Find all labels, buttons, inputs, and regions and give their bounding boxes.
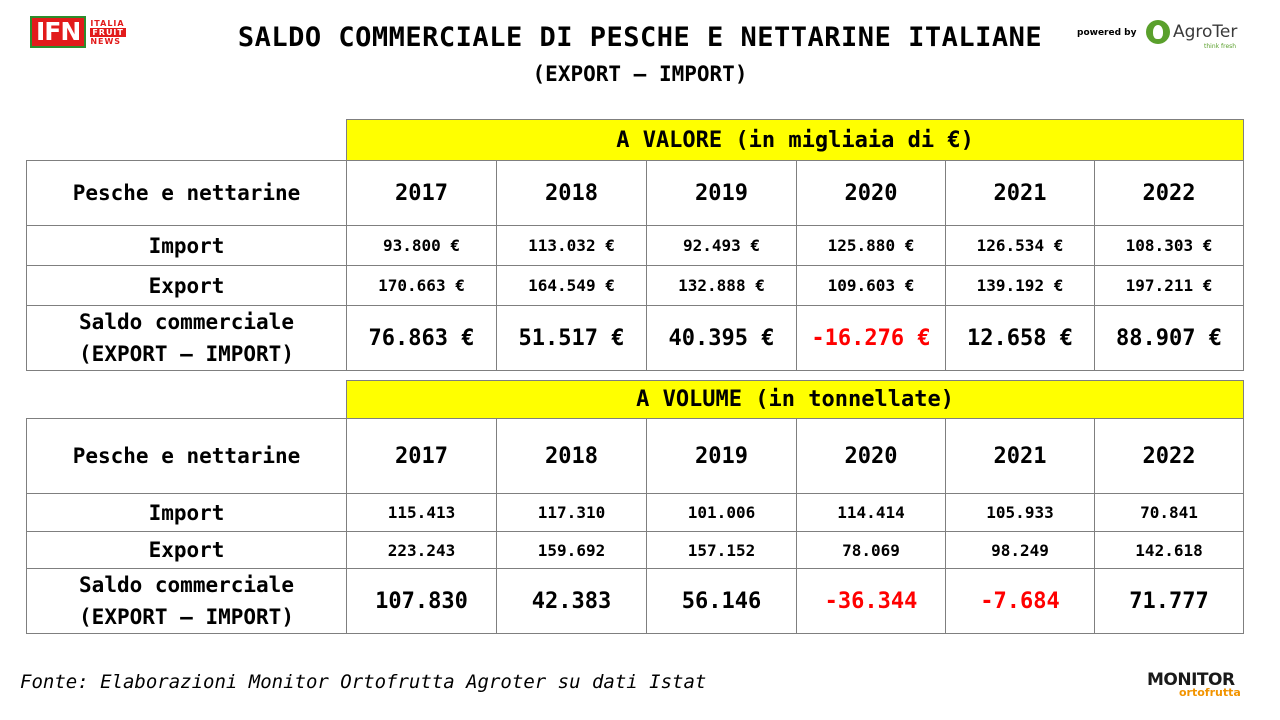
import-value: 92.493 € (646, 225, 797, 266)
agroter-logo: AgroTer think fresh (1146, 20, 1238, 50)
agroter-logo-name: AgroTer (1173, 22, 1238, 42)
export-value: 164.549 € (496, 265, 647, 306)
saldo-label-line2: (EXPORT – IMPORT) (79, 342, 294, 366)
import-value: 126.534 € (945, 225, 1095, 266)
export-value: 132.888 € (646, 265, 797, 306)
row-header-label: Pesche e nettarine (26, 160, 347, 226)
saldo-value: 71.777 (1093, 568, 1245, 634)
export-value: 109.603 € (796, 265, 946, 306)
year-header: 2022 (1093, 418, 1245, 494)
row-header-label: Pesche e nettarine (26, 418, 347, 494)
year-header: 2022 (1093, 160, 1245, 226)
export-value: 142.618 (1093, 531, 1245, 569)
import-value: 117.310 (496, 493, 647, 532)
saldo-value-negative: -7.684 (945, 568, 1095, 634)
saldo-value-negative: -16.276 € (796, 305, 946, 371)
ifn-logo-line1: ITALIA (90, 18, 125, 28)
ifn-logo-words: ITALIA FRUIT NEWS (90, 19, 126, 46)
agroter-logo-tagline: think fresh (1204, 43, 1237, 50)
import-value: 70.841 (1093, 493, 1245, 532)
monitor-logo-line1: MONITOR (1147, 670, 1235, 690)
ifn-logo: IFN ITALIA FRUIT NEWS (30, 16, 126, 48)
monitor-ortofrutta-logo: MONITOR ortofrutta (1147, 670, 1241, 699)
import-value: 113.032 € (496, 225, 647, 266)
import-value: 115.413 (346, 493, 497, 532)
section-title-value: A VALORE (in migliaia di €) (345, 119, 1245, 161)
year-header: 2019 (646, 160, 797, 226)
export-value: 139.192 € (945, 265, 1095, 306)
year-header: 2017 (346, 418, 497, 494)
export-value: 98.249 (945, 531, 1095, 569)
table-corner-blank (26, 380, 347, 419)
saldo-label-line1: Saldo commerciale (79, 310, 294, 334)
value-table: A VALORE (in migliaia di €) Pesche e net… (26, 119, 1245, 371)
import-value: 105.933 (945, 493, 1095, 532)
agroter-leaf-icon (1146, 20, 1170, 44)
saldo-value: 40.395 € (646, 305, 797, 371)
export-value: 78.069 (796, 531, 946, 569)
year-header: 2018 (496, 160, 647, 226)
page-subtitle: (EXPORT – IMPORT) (532, 62, 748, 86)
import-label: Import (26, 225, 347, 266)
ifn-logo-line3: NEWS (90, 36, 122, 46)
year-header: 2020 (796, 160, 946, 226)
saldo-value: 12.658 € (945, 305, 1095, 371)
year-header: 2020 (796, 418, 946, 494)
saldo-label-line2: (EXPORT – IMPORT) (79, 605, 294, 629)
export-value: 223.243 (346, 531, 497, 569)
ifn-logo-line2: FRUIT (90, 27, 126, 37)
saldo-value: 51.517 € (496, 305, 647, 371)
export-value: 157.152 (646, 531, 797, 569)
table-corner-blank (26, 119, 347, 161)
import-value: 101.006 (646, 493, 797, 532)
saldo-value-negative: -36.344 (796, 568, 946, 634)
saldo-value: 76.863 € (346, 305, 497, 371)
year-header: 2017 (346, 160, 497, 226)
page-title: SALDO COMMERCIALE DI PESCHE E NETTARINE … (237, 22, 1043, 53)
saldo-label: Saldo commerciale (EXPORT – IMPORT) (26, 568, 347, 634)
year-header: 2019 (646, 418, 797, 494)
year-header: 2021 (945, 160, 1095, 226)
export-label: Export (26, 531, 347, 569)
monitor-logo-line2: ortofrutta (1179, 686, 1241, 699)
section-title-volume: A VOLUME (in tonnellate) (345, 380, 1245, 419)
import-label: Import (26, 493, 347, 532)
saldo-value: 107.830 (346, 568, 497, 634)
saldo-value: 88.907 € (1093, 305, 1245, 371)
export-value: 170.663 € (346, 265, 497, 306)
export-value: 197.211 € (1093, 265, 1245, 306)
saldo-value: 42.383 (496, 568, 647, 634)
powered-by-label: powered by (1077, 28, 1137, 38)
saldo-value: 56.146 (646, 568, 797, 634)
import-value: 108.303 € (1093, 225, 1245, 266)
year-header: 2018 (496, 418, 647, 494)
export-value: 159.692 (496, 531, 647, 569)
year-header: 2021 (945, 418, 1095, 494)
saldo-label: Saldo commerciale (EXPORT – IMPORT) (26, 305, 347, 371)
saldo-label-line1: Saldo commerciale (79, 573, 294, 597)
ifn-logo-letters: IFN (30, 16, 87, 48)
import-value: 114.414 (796, 493, 946, 532)
import-value: 93.800 € (346, 225, 497, 266)
export-label: Export (26, 265, 347, 306)
import-value: 125.880 € (796, 225, 946, 266)
source-note: Fonte: Elaborazioni Monitor Ortofrutta A… (20, 671, 707, 693)
volume-table: A VOLUME (in tonnellate) Pesche e nettar… (26, 380, 1245, 634)
